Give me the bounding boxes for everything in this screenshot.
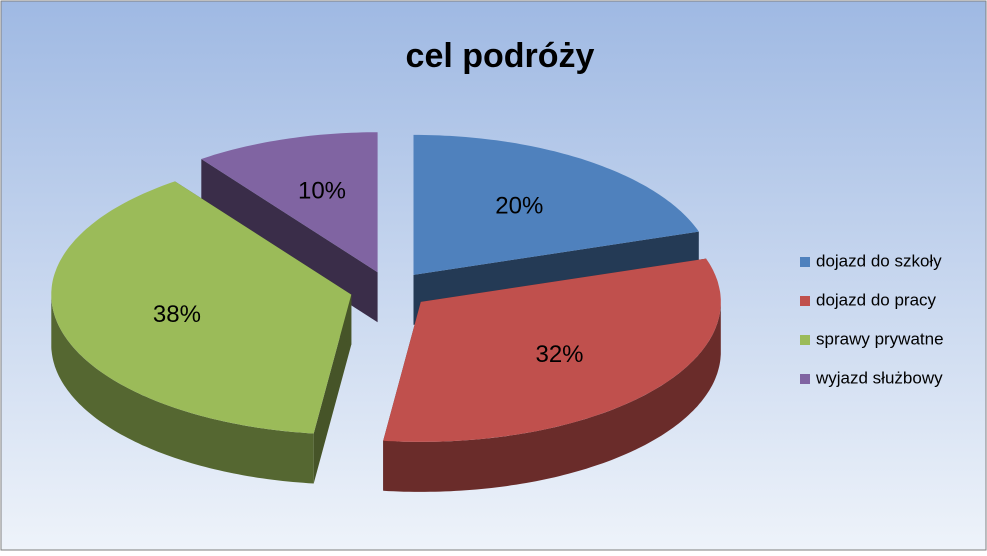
legend-swatch [800, 335, 810, 345]
legend: dojazd do szkoły dojazd do pracy sprawy pr… [800, 251, 944, 387]
slice-wall [383, 301, 721, 492]
data-label: 38% [153, 301, 201, 328]
data-label: 32% [535, 341, 583, 368]
data-label: 20% [495, 192, 543, 219]
legend-swatch [800, 296, 810, 306]
slice-wall [51, 294, 314, 484]
legend-label: wyjazd służbowy [815, 368, 943, 387]
pie-slice [201, 132, 378, 323]
slice-top [413, 134, 699, 275]
legend-swatch [800, 374, 810, 384]
pie-slice [383, 258, 721, 492]
slice-top [51, 181, 352, 434]
legend-label: dojazd do pracy [816, 290, 937, 309]
legend-label: dojazd do szkoły [816, 251, 942, 270]
legend-swatch [800, 257, 810, 267]
slice-side [201, 159, 378, 323]
pie: 20% 32% 38% 10% [51, 132, 721, 492]
slice-side [313, 294, 352, 484]
chart-title: cel podróży [406, 37, 595, 75]
legend-label: sprawy prywatne [816, 329, 944, 348]
data-label: 10% [298, 178, 346, 205]
slice-top [383, 258, 721, 442]
pie-slice [51, 181, 352, 484]
slice-top [201, 132, 378, 273]
